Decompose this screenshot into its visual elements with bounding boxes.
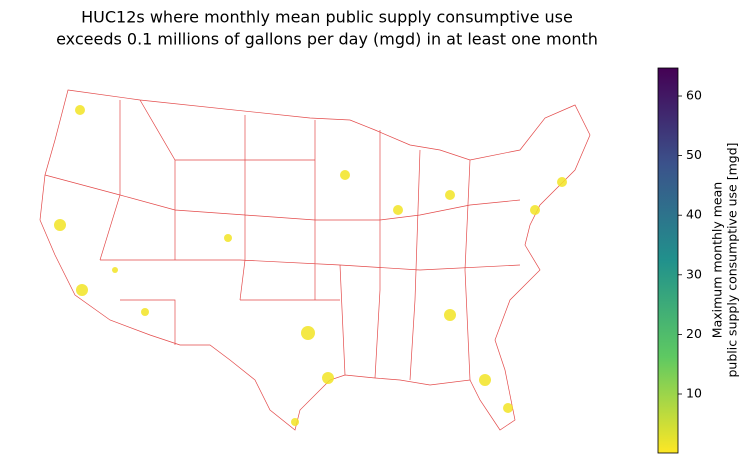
- colorbar-tick-label: 20: [686, 326, 702, 341]
- use-area: [291, 418, 299, 426]
- use-area: [445, 190, 455, 200]
- use-area: [54, 219, 66, 231]
- use-area: [301, 326, 315, 340]
- use-area: [393, 205, 403, 215]
- colorbar-label-line: Maximum monthly mean: [710, 182, 725, 338]
- colorbar-tick-label: 30: [686, 266, 702, 281]
- colorbar: [657, 67, 679, 454]
- colorbar-tick-label: 50: [686, 147, 702, 162]
- use-area: [141, 308, 149, 316]
- colorbar-tick-label: 40: [686, 207, 702, 222]
- use-area: [530, 205, 540, 215]
- use-area: [557, 177, 567, 187]
- use-area: [479, 374, 491, 386]
- title-line: exceeds 0.1 millions of gallons per day …: [56, 30, 598, 49]
- use-area: [112, 267, 118, 273]
- us-outline: [39, 89, 591, 431]
- use-area: [322, 372, 334, 384]
- use-area: [444, 309, 456, 321]
- us-map: [39, 89, 591, 431]
- colorbar-label: Maximum monthly mean public supply consu…: [710, 142, 740, 377]
- use-area: [76, 284, 88, 296]
- title-line: HUC12s where monthly mean public supply …: [81, 8, 573, 27]
- use-area: [224, 234, 232, 242]
- use-area: [340, 170, 350, 180]
- use-area: [503, 403, 513, 413]
- state-borders: [44, 99, 521, 381]
- colorbar-tick-label: 10: [686, 385, 702, 400]
- colorbar-tick-label: 60: [686, 88, 702, 103]
- use-area: [75, 105, 85, 115]
- colorbar-label-line: public supply consumptive use [mgd]: [725, 142, 740, 377]
